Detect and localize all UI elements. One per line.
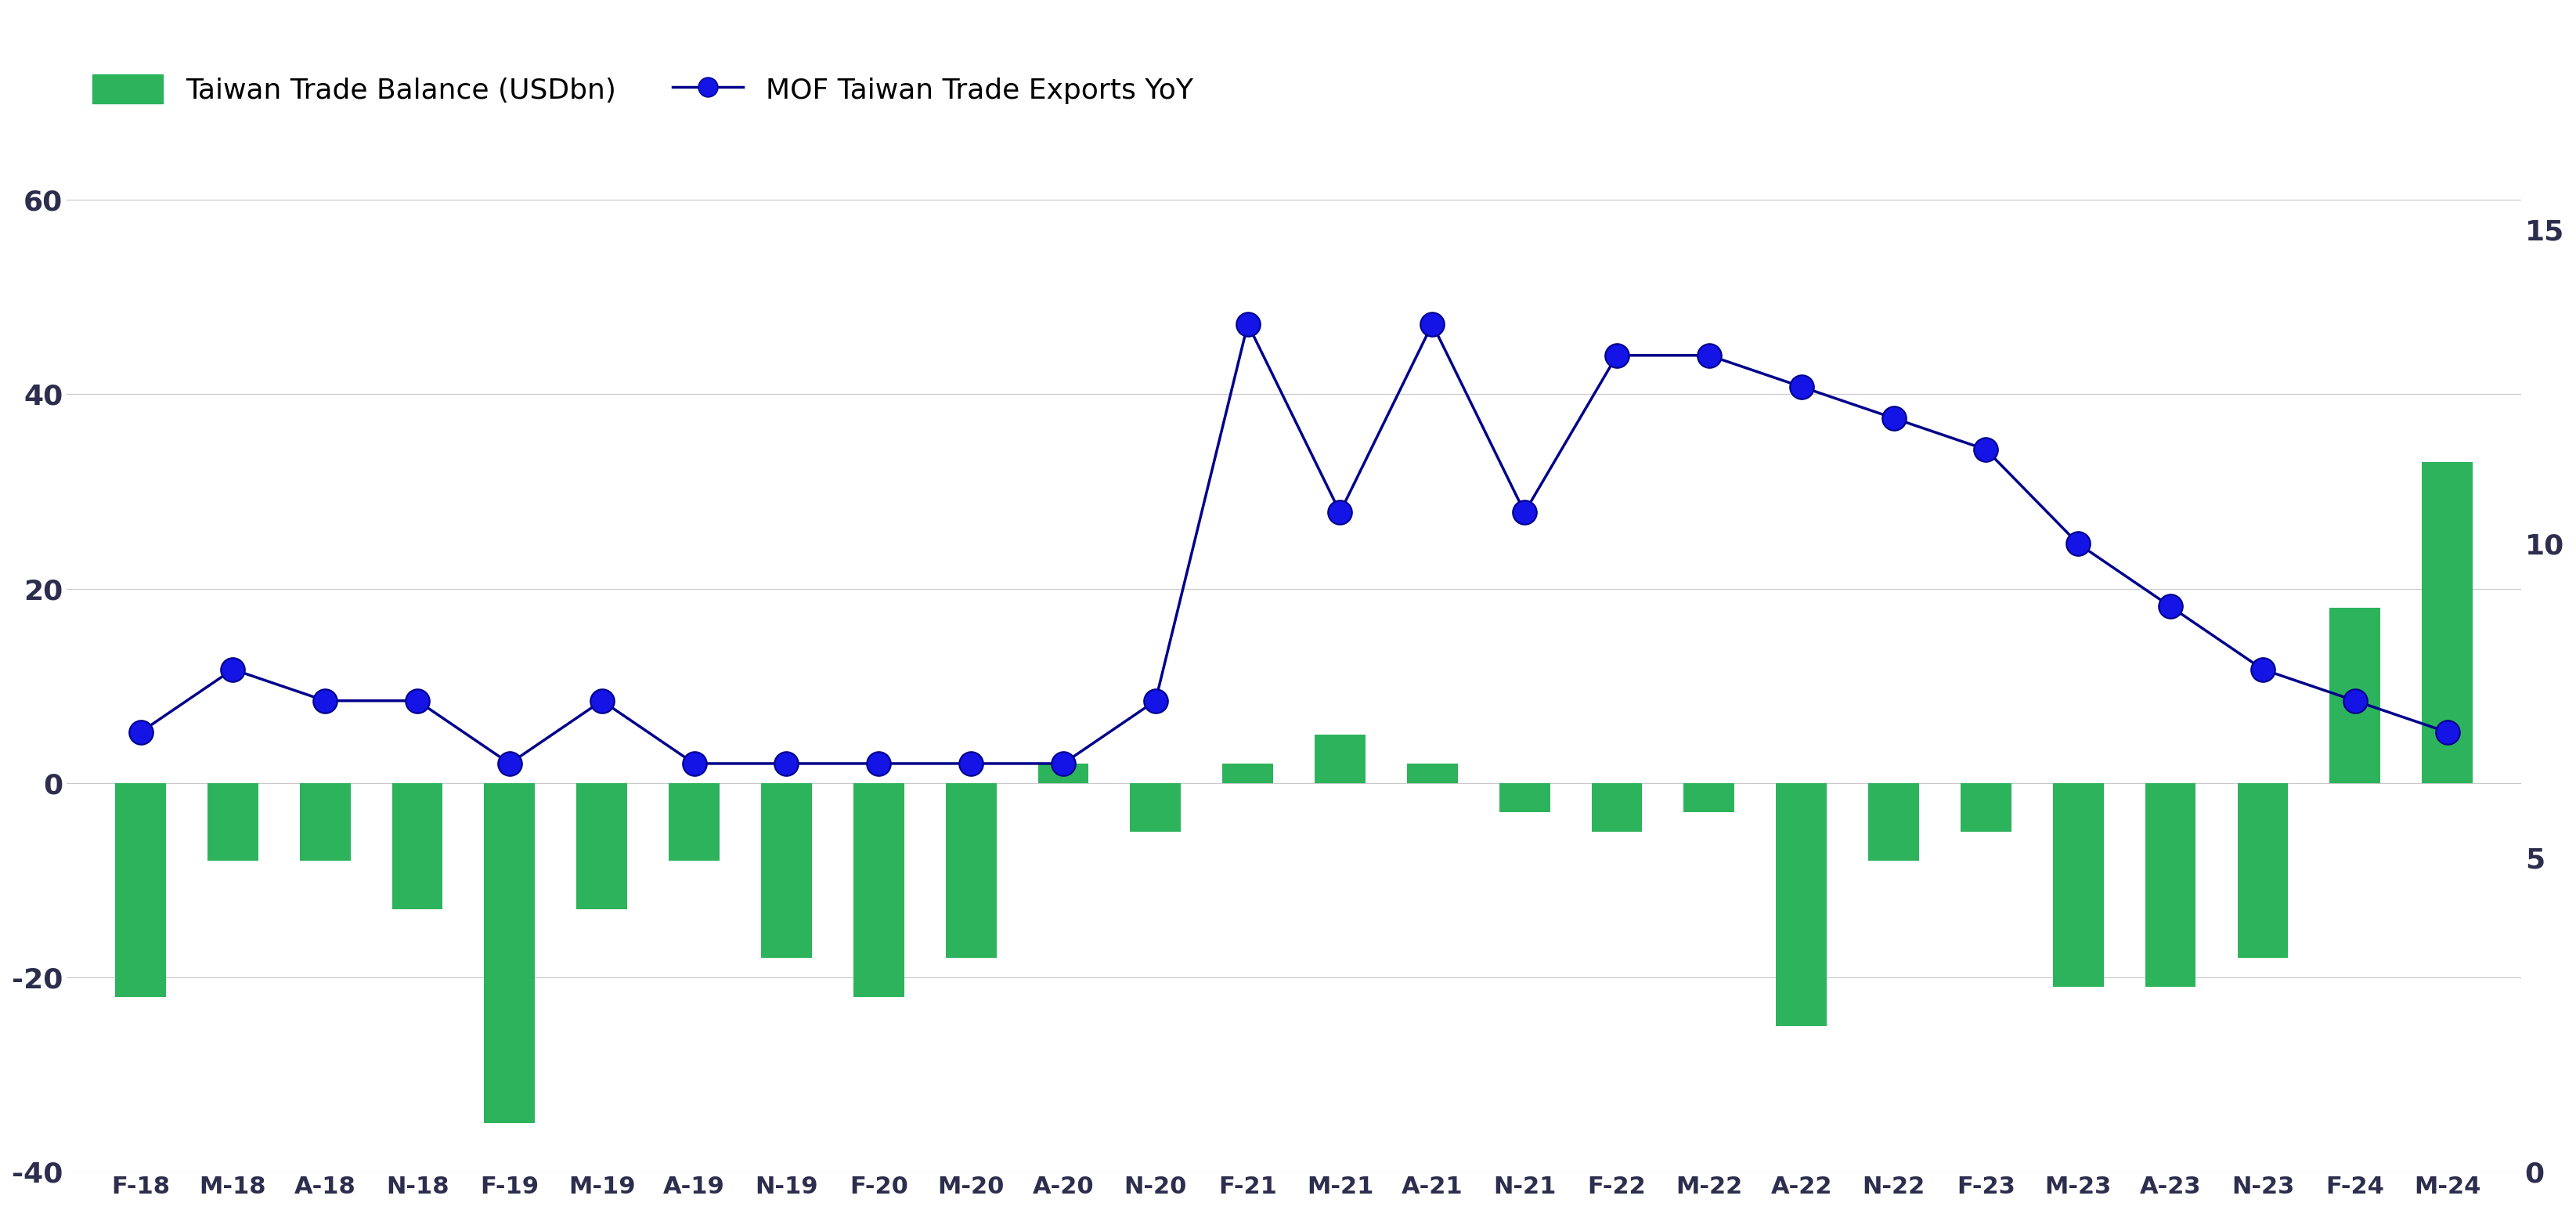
Bar xyxy=(853,783,904,997)
Bar xyxy=(484,783,536,1123)
Bar xyxy=(392,783,443,910)
Bar xyxy=(1314,734,1365,783)
Bar xyxy=(760,783,811,958)
Bar xyxy=(1499,783,1551,812)
Bar xyxy=(116,783,165,997)
Bar xyxy=(945,783,997,958)
Bar xyxy=(2146,783,2195,987)
Bar xyxy=(299,783,350,860)
Bar xyxy=(1224,764,1273,783)
Bar xyxy=(209,783,258,860)
Bar xyxy=(1131,783,1180,831)
Bar xyxy=(670,783,719,860)
Bar xyxy=(1685,783,1734,812)
Bar xyxy=(1868,783,1919,860)
Bar xyxy=(1960,783,2012,831)
Bar xyxy=(1406,764,1458,783)
Bar xyxy=(1038,764,1090,783)
Bar xyxy=(2421,462,2473,783)
Bar xyxy=(577,783,629,910)
Bar xyxy=(2329,609,2380,783)
Bar xyxy=(2239,783,2287,958)
Legend: Taiwan Trade Balance (USDbn), MOF Taiwan Trade Exports YoY: Taiwan Trade Balance (USDbn), MOF Taiwan… xyxy=(80,63,1206,115)
Bar xyxy=(2053,783,2105,987)
Bar xyxy=(1775,783,1826,1026)
Bar xyxy=(1592,783,1643,831)
